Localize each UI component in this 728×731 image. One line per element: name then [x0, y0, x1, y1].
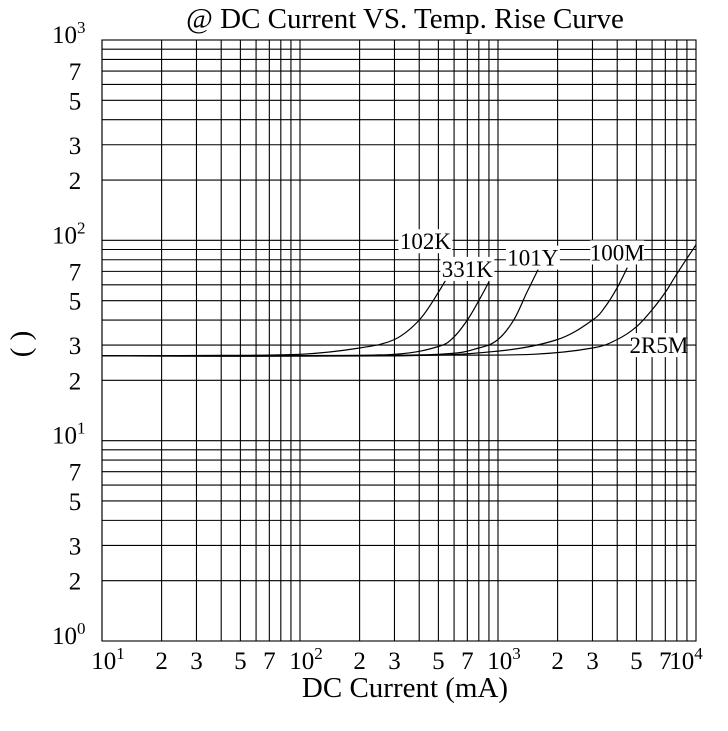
- tick-base: 10: [52, 222, 77, 249]
- tick-exponent: 0: [77, 619, 86, 638]
- series-curves: [101, 244, 697, 357]
- tick-label: 5: [630, 648, 643, 675]
- series-2R5M-curve: [101, 244, 697, 357]
- tick-label: 7: [659, 648, 672, 675]
- series-label-bg: [505, 245, 560, 270]
- series-labels: 102K 331K 101Y 100M 2R5M: [398, 229, 688, 358]
- tick-exponent: 1: [116, 644, 125, 663]
- y-axis-label: ( ): [5, 331, 37, 358]
- tick-label: 103: [52, 18, 86, 49]
- tick-base: 10: [669, 648, 694, 675]
- tick-label: 3: [69, 133, 82, 160]
- series-331K-label: 331K: [440, 256, 495, 282]
- series-101Y-curve: [101, 268, 539, 357]
- tick-label: 103: [487, 644, 521, 675]
- tick-label: 7: [69, 59, 82, 86]
- tick-base: 10: [91, 648, 116, 675]
- tick-label: 3: [586, 648, 599, 675]
- tick-exponent: 2: [314, 644, 323, 663]
- tick-label: 7: [69, 460, 82, 487]
- tick-label: 102: [289, 644, 323, 675]
- tick-label: 2: [69, 168, 82, 195]
- series-2R5M-label: 2R5M: [630, 333, 689, 358]
- tick-label: 5: [69, 289, 82, 316]
- tick-label: 7: [461, 648, 474, 675]
- tick-base: 10: [52, 423, 77, 450]
- series-label-bg: [631, 333, 686, 358]
- tick-exponent: 3: [77, 18, 86, 37]
- series-label-text: 2R5M: [630, 333, 689, 358]
- chart-grid: [101, 39, 697, 642]
- series-label-text: 102K: [400, 229, 452, 254]
- tick-label: 2: [551, 648, 564, 675]
- series-label-text: 100M: [590, 240, 645, 265]
- tick-label: 101: [52, 419, 86, 450]
- tick-exponent: 2: [77, 218, 86, 237]
- tick-base: 10: [487, 648, 512, 675]
- tick-label: 2: [69, 368, 82, 395]
- tick-label: 3: [69, 533, 82, 560]
- tick-exponent: 3: [512, 644, 521, 663]
- plot-frame: [101, 39, 697, 642]
- tick-label: 3: [69, 333, 82, 360]
- tick-label: 100: [52, 619, 86, 650]
- tick-label: 7: [263, 648, 276, 675]
- tick-base: 10: [52, 623, 77, 650]
- series-100M-curve: [101, 267, 628, 357]
- tick-label: 3: [190, 648, 203, 675]
- tick-label: 2: [353, 648, 366, 675]
- tick-label: 5: [234, 648, 247, 675]
- tick-exponent: 4: [694, 644, 703, 663]
- tick-label: 7: [69, 259, 82, 286]
- tick-base: 10: [52, 22, 77, 49]
- chart-title: @ DC Current VS. Temp. Rise Curve: [186, 3, 624, 35]
- tick-label: 104: [669, 644, 703, 675]
- series-102K-label: 102K: [398, 229, 453, 254]
- series-100M-label: 100M: [590, 240, 645, 265]
- series-label-bg: [590, 240, 645, 265]
- x-axis-label: DC Current (mA): [302, 672, 508, 704]
- tick-label: 5: [69, 88, 82, 115]
- series-label-bg: [398, 229, 453, 254]
- series-102K-curve: [101, 265, 455, 357]
- tick-base: 10: [289, 648, 314, 675]
- tick-exponent: 1: [77, 419, 86, 438]
- tick-label: 5: [69, 489, 82, 516]
- series-label-bg: [440, 256, 495, 281]
- tick-label: 102: [52, 218, 86, 249]
- tick-label: 2: [69, 569, 82, 596]
- tick-label: 2: [155, 648, 168, 675]
- series-label-text: 101Y: [507, 246, 559, 271]
- series-label-text: 331K: [442, 257, 494, 282]
- series-101Y-label: 101Y: [505, 245, 560, 271]
- tick-label: 3: [388, 648, 401, 675]
- tick-label: 101: [91, 644, 125, 675]
- tick-label: 5: [432, 648, 445, 675]
